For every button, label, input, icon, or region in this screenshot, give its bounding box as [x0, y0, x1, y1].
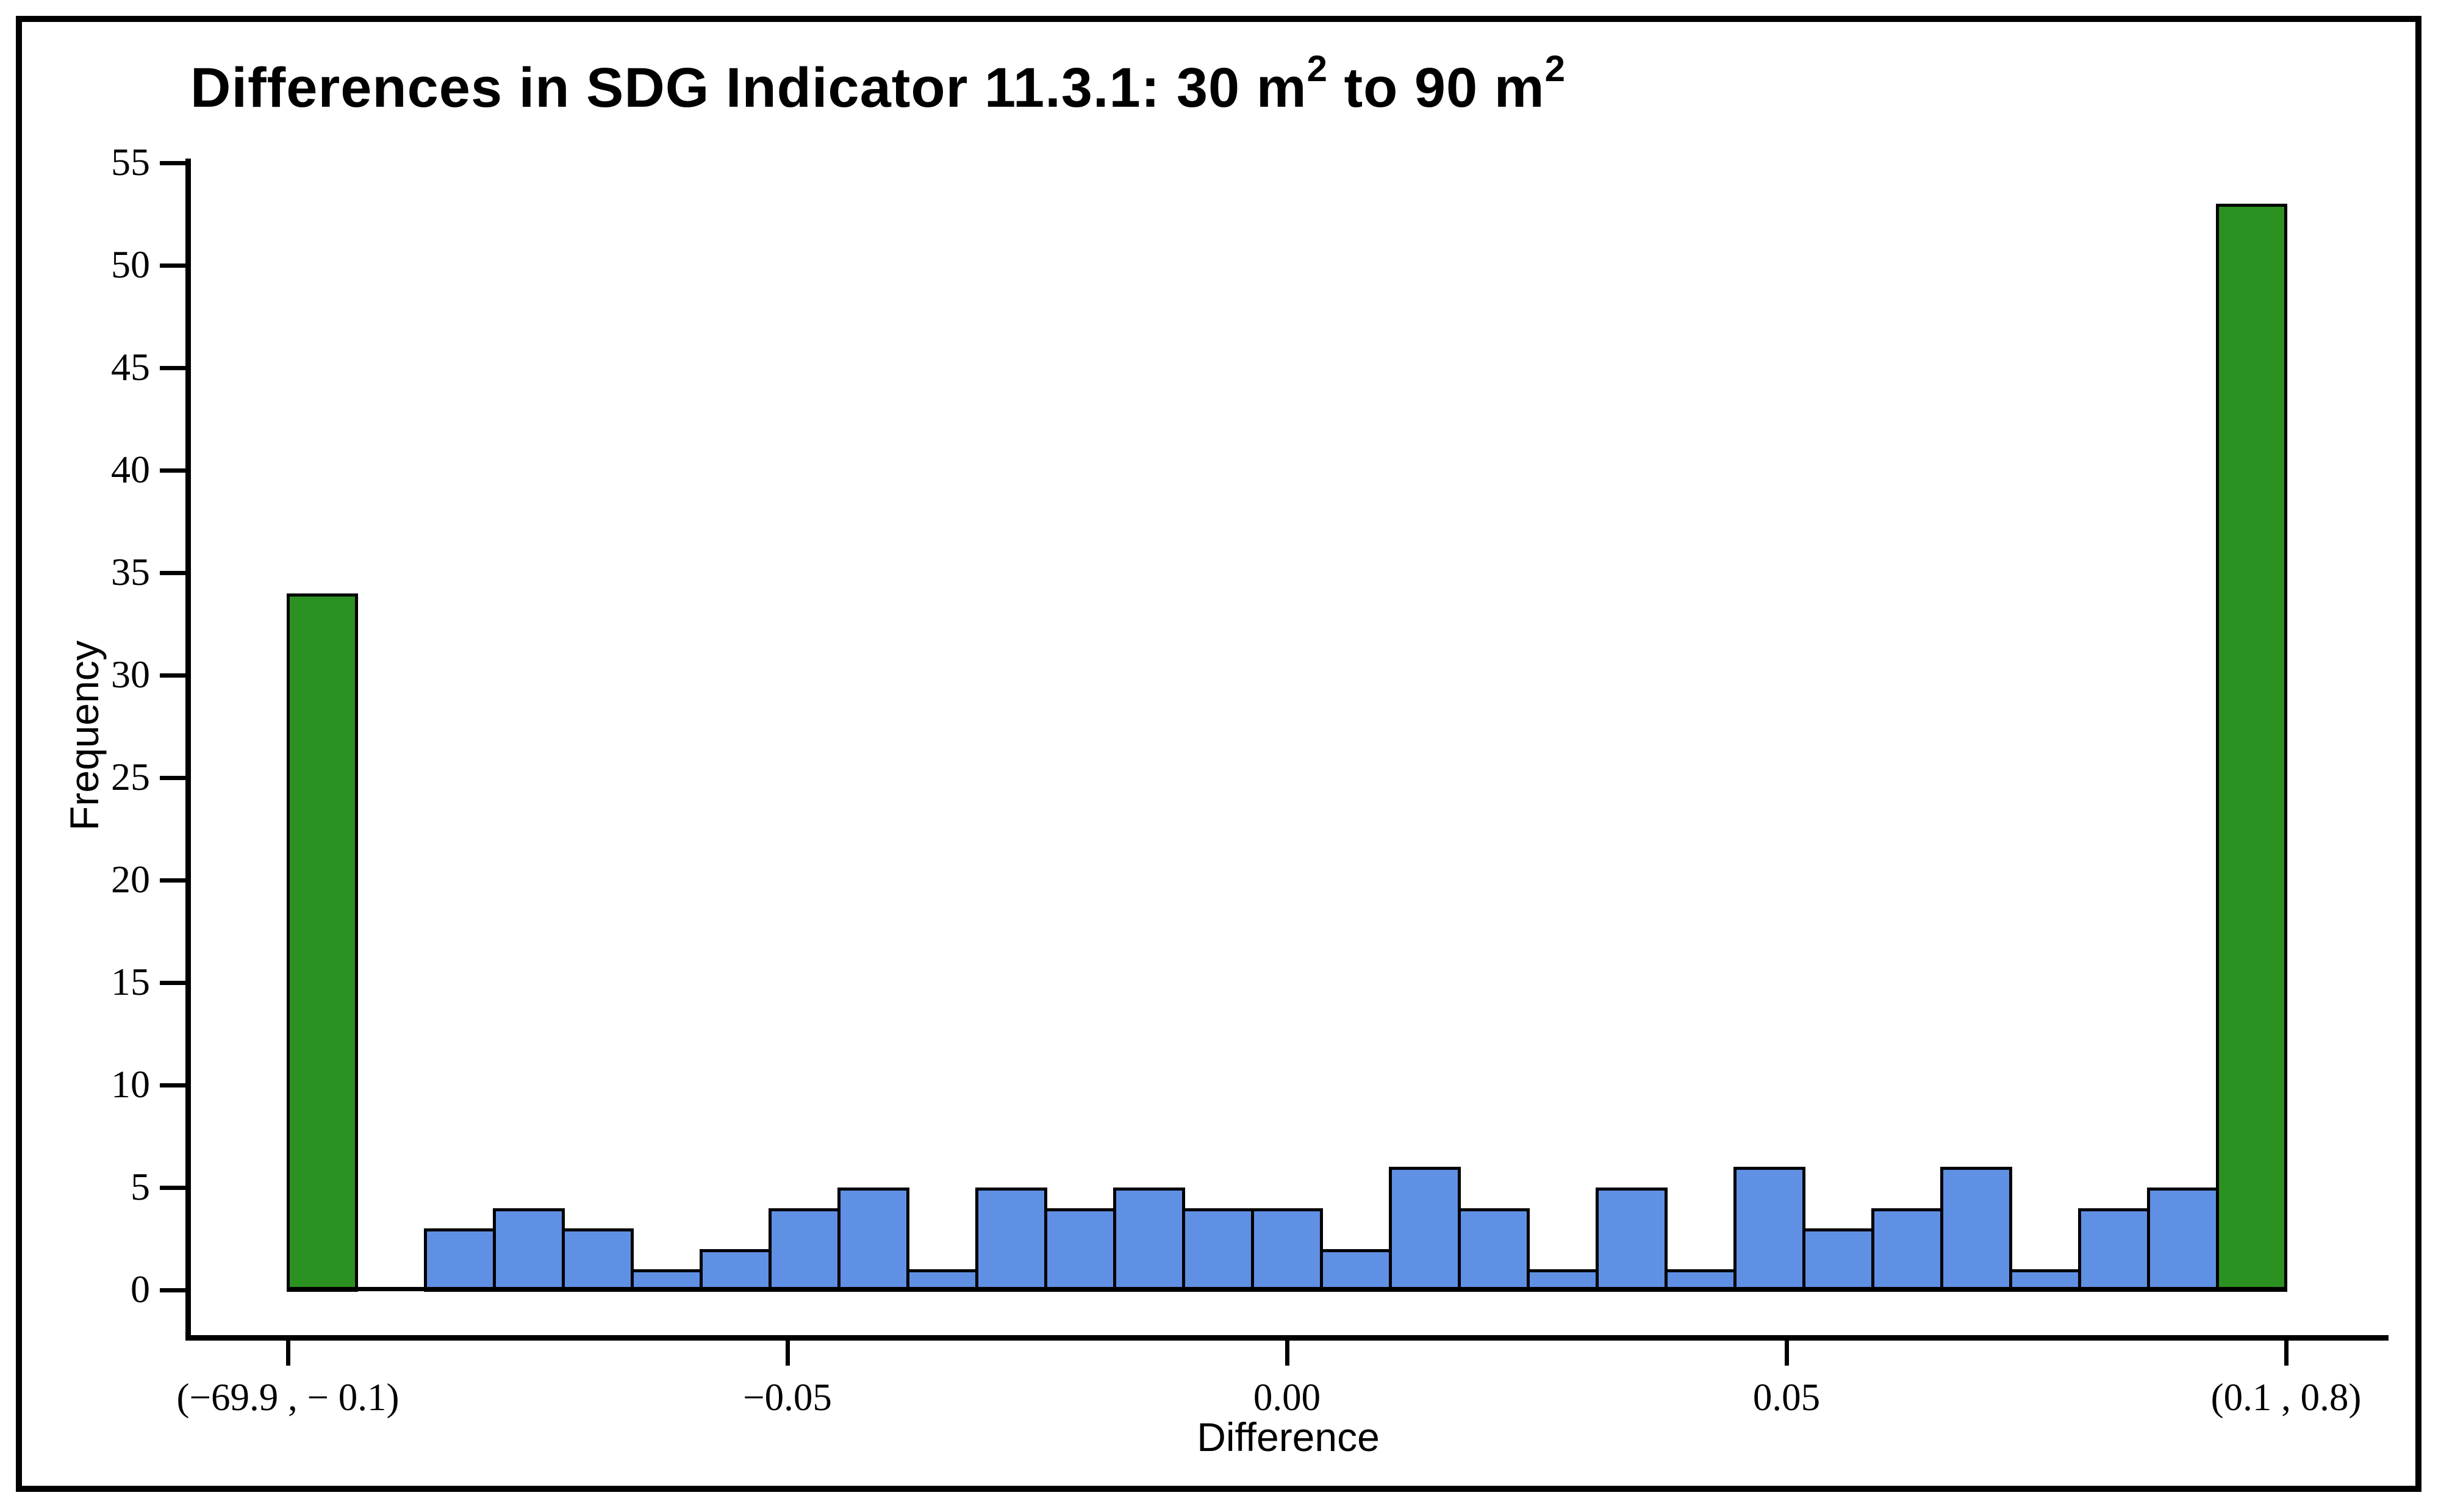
y-tick-mark	[160, 1186, 185, 1190]
chart-title: Differences in SDG Indicator 11.3.1: 30 …	[190, 48, 1566, 120]
y-tick-label: 30	[111, 653, 150, 696]
x-tick-mark	[2284, 1340, 2289, 1366]
histogram-bar	[1871, 1208, 1943, 1292]
histogram-bar	[2146, 1188, 2219, 1292]
y-tick-label: 40	[111, 448, 150, 491]
histogram-bar	[562, 1228, 634, 1292]
chart-title-superscript: 2	[1307, 48, 1328, 89]
histogram-bar	[837, 1188, 910, 1292]
histogram-bar	[2077, 1208, 2150, 1292]
y-tick-label: 55	[111, 140, 150, 184]
y-tick-mark	[160, 981, 185, 985]
histogram-bar	[1940, 1167, 2012, 1292]
y-tick-mark	[160, 161, 185, 165]
y-tick-mark	[160, 878, 185, 883]
histogram-bar	[424, 1228, 496, 1292]
histogram-bar	[1113, 1188, 1186, 1292]
y-tick-label: 10	[111, 1062, 150, 1106]
histogram-bar	[1319, 1249, 1392, 1292]
y-tick-label: 0	[131, 1267, 150, 1311]
chart-title-superscript-2: 2	[1544, 48, 1566, 89]
y-tick-label: 50	[111, 243, 150, 286]
histogram-baseline	[288, 1287, 2286, 1291]
y-tick-label: 15	[111, 960, 150, 1003]
histogram-bar	[1044, 1208, 1117, 1292]
y-axis-line	[185, 159, 191, 1340]
chart-title-text: Differences in SDG Indicator 11.3.1: 30 …	[190, 57, 1307, 119]
y-tick-mark	[160, 1083, 185, 1087]
figure-border	[16, 16, 2421, 1492]
histogram-bar	[1595, 1188, 1668, 1292]
x-tick-label: (0.1 , 0.8)	[2210, 1376, 2362, 1419]
y-tick-mark	[160, 468, 185, 473]
y-tick-mark	[160, 776, 185, 780]
x-tick-mark	[1285, 1340, 1289, 1366]
histogram-bar	[493, 1208, 565, 1292]
y-tick-label: 35	[111, 550, 150, 593]
y-tick-label: 25	[111, 755, 150, 798]
x-tick-label: 0.00	[1253, 1376, 1321, 1419]
histogram-bar	[1733, 1167, 1805, 1292]
y-tick-mark	[160, 673, 185, 678]
x-axis-title: Difference	[1197, 1414, 1380, 1460]
x-tick-label: 0.05	[1752, 1376, 1821, 1419]
x-tick-mark	[786, 1340, 790, 1366]
histogram-bar	[769, 1208, 841, 1292]
histogram-bar-outlier	[286, 593, 359, 1292]
y-tick-label: 45	[111, 345, 150, 389]
x-tick-mark	[1785, 1340, 1789, 1366]
histogram-bar-outlier	[2215, 204, 2288, 1292]
histogram-bar	[1182, 1208, 1254, 1292]
histogram-bar	[1802, 1228, 1874, 1292]
y-tick-mark	[160, 263, 185, 268]
y-tick-mark	[160, 366, 185, 370]
chart-title-text-2: to 90 m	[1327, 57, 1545, 119]
y-tick-label: 5	[131, 1165, 150, 1208]
histogram-bar	[975, 1188, 1048, 1292]
histogram-bar	[1251, 1208, 1323, 1292]
histogram-bar	[1388, 1167, 1461, 1292]
y-tick-mark	[160, 1288, 185, 1292]
y-tick-label: 20	[111, 858, 150, 901]
x-tick-label: −0.05	[743, 1376, 832, 1419]
histogram-bar	[1457, 1208, 1530, 1292]
x-tick-mark	[286, 1340, 290, 1366]
x-axis-line	[185, 1335, 2389, 1341]
y-tick-mark	[160, 571, 185, 575]
x-tick-label: (−69.9 , − 0.1)	[176, 1376, 400, 1419]
histogram-bar	[700, 1249, 772, 1292]
